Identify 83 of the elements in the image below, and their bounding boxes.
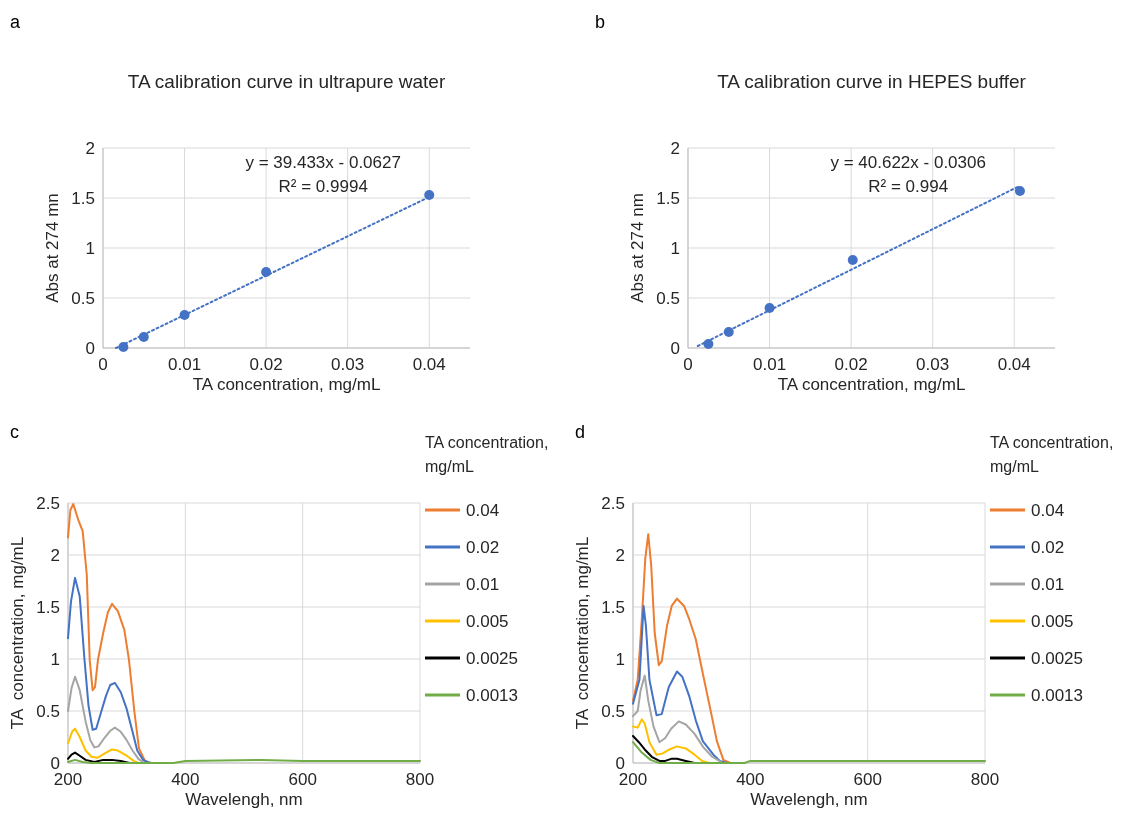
point [847,255,858,265]
x-tick-label: 0.02 [249,355,283,374]
y-tick-label: 0 [85,338,95,358]
x-tick-label: 600 [288,770,317,789]
x-tick-label: 600 [853,770,882,789]
y-axis-title: TA concentration, mg/mL [8,536,27,730]
text: d [575,422,586,442]
y-tick-label: 2.5 [601,493,625,513]
y-tick-label: 2 [615,545,625,565]
line-series [632,734,696,764]
y-axis-title: TA concentration, mg/mL [573,536,592,730]
x-tick-label: 400 [736,770,765,789]
text: a [10,12,21,32]
legend-label: 0.0013 [1031,685,1083,705]
legend-label: 0.01 [1031,574,1065,594]
x-tick-label: 0.02 [834,355,868,374]
line-series [67,675,146,764]
point [1014,186,1025,196]
y-tick-label: 1.5 [36,597,60,617]
annotation: y = 39.433x - 0.0627 [245,153,401,172]
x-axis-title: Wavelengh, nm [750,790,868,809]
y-tick-label: 1.5 [71,188,95,208]
x-tick-label: 0.03 [916,355,950,374]
legend-title: TA concentration, mg/mL [425,434,549,475]
legend-label: 0.0025 [466,648,518,668]
x-tick-label: 800 [970,770,1000,789]
line-series [632,533,732,764]
y-tick-label: 1 [85,238,95,258]
chart-title: TA calibration curve in HEPES buffer [717,71,1027,92]
text: b [595,12,606,32]
x-tick-label: 200 [53,770,83,789]
y-tick-label: 0 [50,753,60,773]
x-tick-label: 0 [683,355,693,374]
y-tick-label: 2 [85,138,95,158]
x-tick-label: 0 [98,355,108,374]
chart-title: TA calibration curve in ultrapure water [127,71,446,92]
x-tick-label: 800 [405,770,435,789]
text: c [10,422,19,442]
legend-label: 0.02 [1031,537,1065,557]
legend-label: 0.0013 [466,685,518,705]
y-tick-label: 2 [670,138,680,158]
legend-label: 0.0025 [1031,648,1083,668]
line-series [67,727,140,764]
x-axis-title: TA concentration, mg/mL [192,375,381,394]
x-axis-title: TA concentration, mg/mL [777,375,966,394]
x-tick-label: 0.03 [331,355,365,374]
y-tick-label: 0.5 [71,288,95,308]
x-tick-label: 0.04 [997,355,1031,374]
x-tick-label: 0.01 [753,355,787,374]
y-tick-label: 0 [615,753,625,773]
line-series [67,751,131,764]
y-axis-title: Abs at 274 nm [628,193,647,303]
annotation: y = 40.622x - 0.0306 [830,153,986,172]
line-series [632,674,722,763]
y-tick-label: 0.5 [36,701,60,721]
y-tick-label: 1.5 [656,188,680,208]
x-tick-label: 400 [171,770,200,789]
line-series [632,604,728,764]
legend-label: 0.04 [466,500,500,520]
y-tick-label: 0 [670,338,680,358]
legend-title: TA concentration, mg/mL [990,434,1114,475]
legend-label: 0.02 [466,537,500,557]
legend-label: 0.005 [1031,611,1074,631]
annotation: R² = 0.9994 [278,177,368,196]
x-tick-label: 200 [618,770,648,789]
y-tick-label: 2.5 [36,493,60,513]
x-tick-label: 0.01 [168,355,202,374]
y-tick-label: 0.5 [601,701,625,721]
y-tick-label: 1 [615,649,625,669]
annotation: R² = 0.994 [868,177,949,196]
legend-label: 0.005 [466,611,509,631]
y-tick-label: 1.5 [601,597,625,617]
y-tick-label: 2 [50,545,60,565]
y-tick-label: 0.5 [656,288,680,308]
line-series [67,576,152,764]
y-axis-title: Abs at 274 mn [43,193,62,303]
line-series [632,718,711,764]
legend-label: 0.04 [1031,500,1065,520]
y-tick-label: 1 [50,649,60,669]
x-tick-label: 0.04 [412,355,446,374]
legend-label: 0.01 [466,574,500,594]
y-tick-label: 1 [670,238,680,258]
x-axis-title: Wavelengh, nm [185,790,303,809]
